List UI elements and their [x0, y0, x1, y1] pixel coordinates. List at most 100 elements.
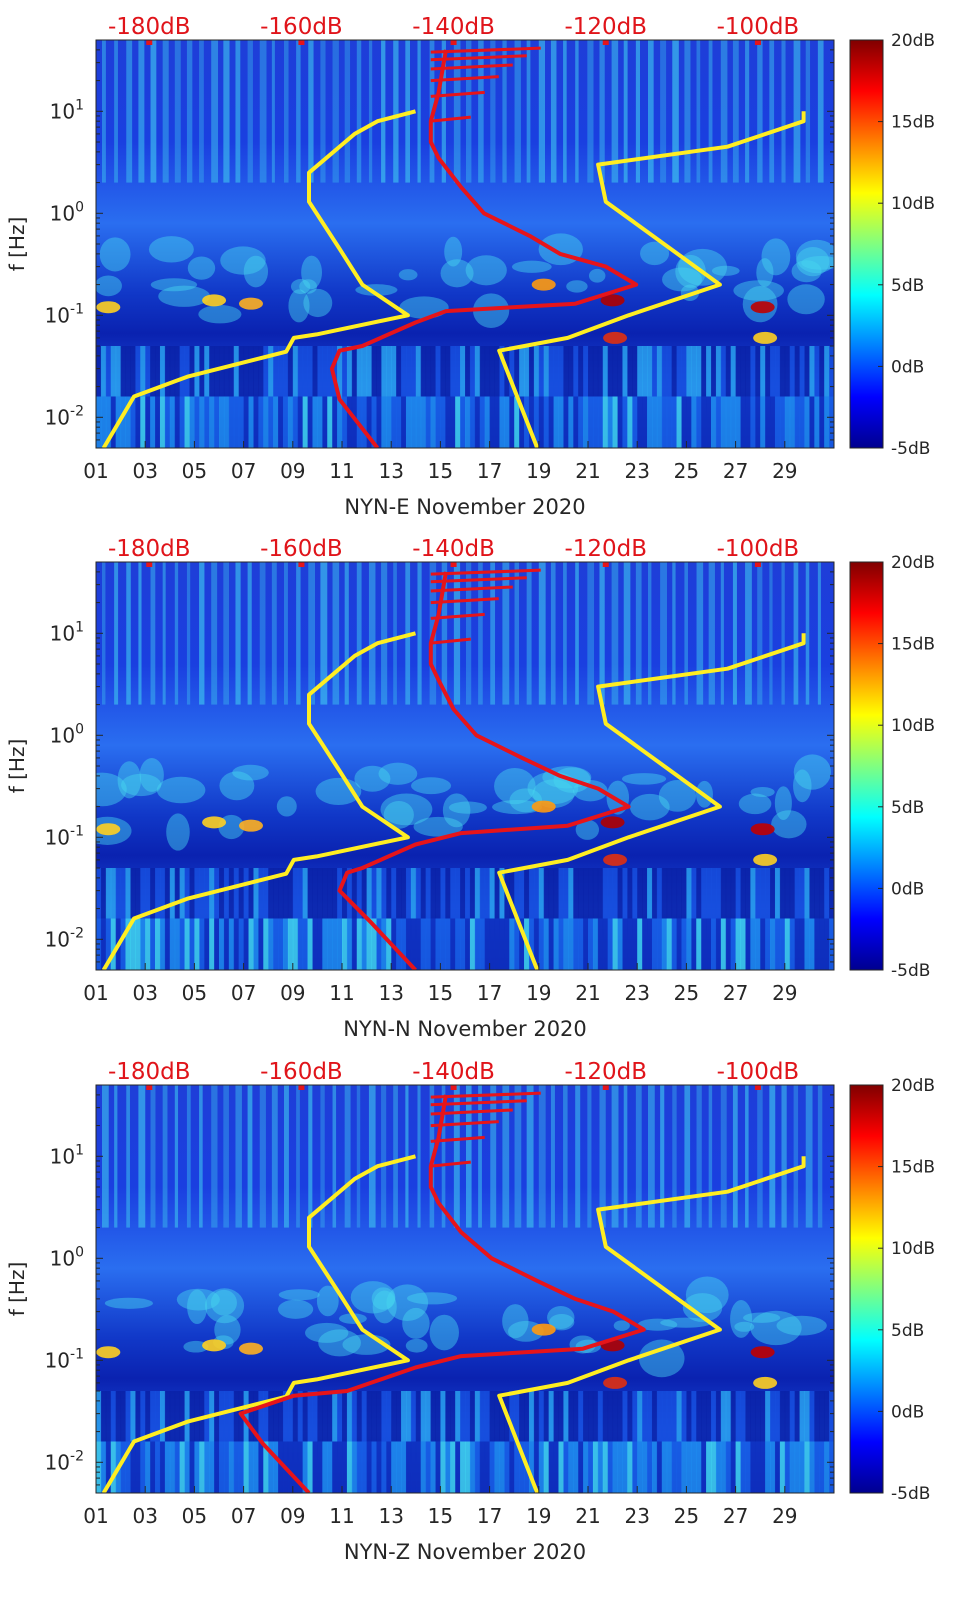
heatmap-cell — [393, 1085, 398, 1228]
heatmap-cell — [420, 868, 427, 919]
heatmap-cell — [711, 265, 740, 276]
heatmap-cell — [660, 40, 667, 183]
heatmap-cell — [268, 1391, 274, 1442]
heatmap-cell — [209, 396, 215, 448]
heatmap-cell — [558, 918, 564, 970]
y-tick-label: 101 — [50, 619, 84, 645]
heatmap-cell — [469, 1391, 476, 1442]
heatmap-cell — [647, 1391, 653, 1442]
x-tick-label: 23 — [624, 459, 649, 483]
top-axis-marker — [450, 562, 457, 567]
colorbar-tick-label: -5dB — [891, 961, 930, 981]
heatmap-cell — [139, 758, 164, 792]
heatmap-cell — [145, 346, 151, 397]
heatmap-cell — [706, 346, 712, 397]
heatmap-cell — [308, 1085, 313, 1228]
colorbar-tick-label: 5dB — [891, 1321, 924, 1341]
station-psd-line — [430, 612, 485, 620]
top-axis-marker — [298, 562, 305, 567]
heatmap-cell — [543, 918, 550, 970]
heatmap-cell — [745, 562, 752, 705]
heatmap-cell — [450, 1441, 456, 1493]
heatmap-cell — [455, 396, 461, 448]
station-psd-line — [430, 1160, 471, 1168]
heatmap-cell — [366, 868, 373, 919]
colorbar-tick-label: 15dB — [891, 635, 935, 655]
heatmap-cell — [720, 346, 727, 397]
heatmap-cell — [479, 1441, 486, 1493]
top-axis-label: -120dB — [564, 1059, 647, 1085]
heatmap-cell — [671, 1391, 678, 1442]
heatmap-cell — [327, 346, 333, 397]
heatmap-cell — [514, 1441, 520, 1493]
heatmap-cell — [686, 868, 692, 919]
heatmap-cell — [248, 918, 254, 970]
heatmap-cell — [284, 40, 289, 183]
heatmap-cell — [312, 918, 318, 970]
heatmap-cell — [368, 562, 376, 705]
heatmap-cell — [189, 1391, 195, 1442]
x-tick-label: 21 — [575, 981, 600, 1005]
heatmap-cell — [592, 868, 599, 919]
heatmap-cell — [258, 868, 264, 919]
colorbar-tick-label: 20dB — [891, 31, 935, 51]
heatmap-cell — [681, 868, 687, 919]
heatmap-cell — [514, 868, 520, 919]
heatmap-cell — [450, 868, 456, 919]
heatmap-cell — [711, 1391, 717, 1442]
heatmap-cell — [796, 247, 830, 277]
heatmap-cell — [466, 1085, 472, 1228]
top-axis-label: -120dB — [564, 536, 647, 562]
heatmap-cell — [297, 918, 304, 970]
heatmap-cell — [396, 396, 402, 448]
heatmap-cell — [307, 346, 313, 397]
heatmap-cell — [637, 396, 643, 448]
heatmap-cell — [794, 1441, 801, 1493]
heatmap-cell — [150, 868, 156, 919]
heatmap-cell — [174, 1391, 181, 1442]
heatmap-cell — [514, 918, 520, 970]
heatmap-cell — [219, 771, 255, 801]
heatmap-cell — [164, 346, 171, 397]
heatmap-cell — [774, 396, 781, 448]
heatmap-cell — [829, 868, 834, 919]
heatmap-cell — [125, 396, 131, 448]
heatmap-cell — [150, 278, 198, 292]
heatmap-cell — [502, 1085, 510, 1228]
heatmap-cell — [284, 1085, 289, 1228]
heatmap-cell — [96, 275, 122, 297]
heatmap-cell — [114, 40, 118, 183]
heatmap-cell — [771, 810, 807, 839]
heatmap-cell — [117, 761, 142, 799]
heatmap-cell — [494, 768, 536, 805]
heatmap-cell — [420, 346, 427, 397]
heatmap-cell — [519, 918, 525, 970]
heatmap-cell — [548, 346, 555, 397]
heatmap-cell — [105, 1441, 112, 1493]
heatmap-hotspot — [603, 1376, 628, 1389]
heatmap-cell — [445, 918, 451, 970]
heatmap-cell — [548, 396, 555, 448]
heatmap-cell — [735, 346, 742, 397]
top-axis-marker — [298, 1085, 305, 1090]
heatmap-cell — [573, 1441, 579, 1493]
heatmap-cell — [599, 562, 605, 705]
heatmap-cell — [268, 918, 274, 970]
heatmap-cell — [223, 40, 230, 183]
heatmap-cell — [312, 346, 318, 397]
heatmap-cell — [676, 1391, 682, 1442]
y-tick-label: 10-2 — [45, 1448, 84, 1474]
heatmap-cell — [233, 1441, 240, 1493]
heatmap-cell — [720, 1085, 727, 1228]
heatmap-hotspot — [238, 297, 263, 310]
heatmap-cell — [307, 1441, 313, 1493]
heatmap-cell — [398, 269, 418, 281]
heatmap-cell — [765, 918, 771, 970]
heatmap-cell — [130, 1391, 136, 1442]
heatmap-cell — [533, 346, 540, 397]
heatmap-cell — [317, 1441, 323, 1493]
heatmap-cell — [228, 918, 235, 970]
heatmap-cell — [824, 918, 830, 970]
heatmap-cell — [774, 868, 781, 919]
heatmap-cell — [415, 1441, 422, 1493]
